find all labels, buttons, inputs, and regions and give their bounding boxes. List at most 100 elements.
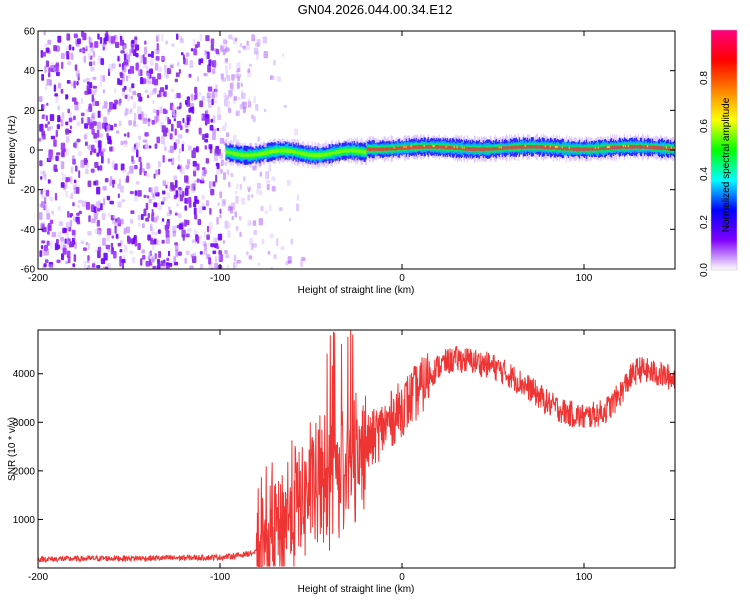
signal-cell bbox=[503, 146, 506, 150]
spectrogram-ytick-label: 60 bbox=[24, 27, 36, 38]
noise-cell bbox=[120, 50, 125, 54]
noise-cell bbox=[69, 175, 73, 184]
noise-cell bbox=[196, 178, 200, 183]
signal-cell bbox=[326, 152, 328, 157]
signal-cell bbox=[647, 145, 650, 149]
noise-cell bbox=[177, 154, 181, 162]
noise-cell bbox=[115, 268, 119, 269]
signal-cell bbox=[510, 145, 513, 150]
noise-cell bbox=[101, 122, 105, 129]
signal-cell bbox=[373, 147, 375, 152]
noise-cell bbox=[170, 88, 174, 93]
signal-peak bbox=[445, 145, 448, 148]
noise-cell bbox=[218, 250, 222, 255]
signal-cell bbox=[655, 145, 658, 150]
noise-cell bbox=[53, 139, 57, 147]
noise-cell bbox=[173, 112, 177, 120]
noise-cell bbox=[129, 190, 134, 195]
noise-cell bbox=[206, 200, 209, 207]
signal-cell bbox=[348, 148, 350, 153]
noise-cell bbox=[215, 84, 218, 93]
noise-cell bbox=[60, 52, 65, 60]
noise-cell bbox=[185, 128, 189, 133]
signal-cell bbox=[471, 147, 474, 151]
noise-cell bbox=[81, 117, 84, 124]
signal-cell bbox=[518, 145, 521, 150]
noise-cell bbox=[70, 166, 74, 174]
noise-cell bbox=[142, 63, 147, 69]
signal-cell bbox=[279, 149, 281, 153]
signal-cell bbox=[241, 152, 243, 158]
signal-cell bbox=[483, 147, 486, 152]
signal-cell bbox=[617, 145, 620, 149]
signal-cell bbox=[249, 153, 251, 157]
noise-cell bbox=[40, 190, 43, 195]
noise-cell bbox=[89, 150, 93, 156]
colorbar-gradient bbox=[711, 30, 737, 270]
noise-cell bbox=[212, 181, 216, 187]
noise-cell bbox=[128, 87, 132, 93]
signal-cell bbox=[528, 144, 531, 149]
noise-cell bbox=[120, 185, 124, 193]
noise-cell bbox=[231, 36, 235, 41]
noise-cell bbox=[40, 245, 44, 250]
noise-cell bbox=[45, 208, 50, 215]
noise-cell bbox=[121, 199, 126, 203]
noise-cell bbox=[127, 132, 130, 138]
noise-cell bbox=[227, 222, 231, 229]
noise-cell bbox=[151, 76, 156, 85]
noise-cell bbox=[61, 112, 65, 119]
signal-cell bbox=[248, 154, 250, 157]
noise-cell bbox=[175, 72, 180, 77]
noise-cell bbox=[142, 54, 145, 60]
signal-cell bbox=[288, 148, 290, 154]
noise-cell bbox=[219, 208, 222, 214]
signal-cell bbox=[565, 146, 568, 151]
signal-cell bbox=[276, 148, 278, 153]
noise-cell bbox=[170, 145, 175, 153]
noise-cell bbox=[185, 250, 190, 256]
signal-cell bbox=[404, 145, 406, 151]
noise-cell bbox=[205, 119, 210, 124]
signal-cell bbox=[355, 148, 357, 153]
noise-cell bbox=[129, 48, 132, 56]
noise-cell bbox=[138, 96, 143, 102]
signal-cell bbox=[294, 149, 296, 155]
noise-cell bbox=[41, 74, 45, 81]
noise-cell bbox=[87, 52, 91, 60]
signal-cell bbox=[370, 147, 372, 151]
noise-cell bbox=[104, 33, 109, 42]
noise-cell bbox=[242, 45, 246, 49]
noise-cell bbox=[123, 133, 127, 137]
noise-cell bbox=[146, 72, 151, 80]
noise-cell bbox=[227, 108, 232, 114]
noise-cell bbox=[225, 222, 229, 231]
noise-cell bbox=[106, 195, 111, 201]
noise-cell bbox=[151, 213, 154, 222]
signal-peak bbox=[555, 145, 558, 148]
noise-cell bbox=[204, 133, 209, 139]
noise-cell bbox=[39, 160, 43, 167]
signal-cell bbox=[306, 152, 308, 157]
spectrogram-heatmap bbox=[38, 31, 675, 269]
signal-cell bbox=[354, 148, 356, 153]
noise-cell bbox=[161, 56, 165, 60]
noise-cell bbox=[184, 175, 188, 183]
signal-cell bbox=[522, 144, 525, 149]
noise-cell bbox=[175, 249, 179, 257]
noise-cell bbox=[93, 60, 96, 66]
noise-cell bbox=[181, 143, 184, 152]
noise-cell bbox=[224, 121, 227, 127]
spectrogram-ytick-label: 0 bbox=[29, 146, 35, 157]
noise-cell bbox=[76, 220, 81, 225]
signal-cell bbox=[538, 145, 541, 149]
noise-cell bbox=[55, 238, 59, 245]
signal-cell bbox=[505, 146, 508, 150]
noise-cell bbox=[99, 37, 103, 44]
noise-cell bbox=[49, 126, 54, 130]
snr-ytick-label: 4000 bbox=[13, 369, 36, 380]
signal-cell bbox=[391, 147, 393, 151]
noise-cell bbox=[98, 140, 102, 148]
signal-cell bbox=[313, 153, 315, 158]
noise-cell bbox=[66, 250, 71, 258]
